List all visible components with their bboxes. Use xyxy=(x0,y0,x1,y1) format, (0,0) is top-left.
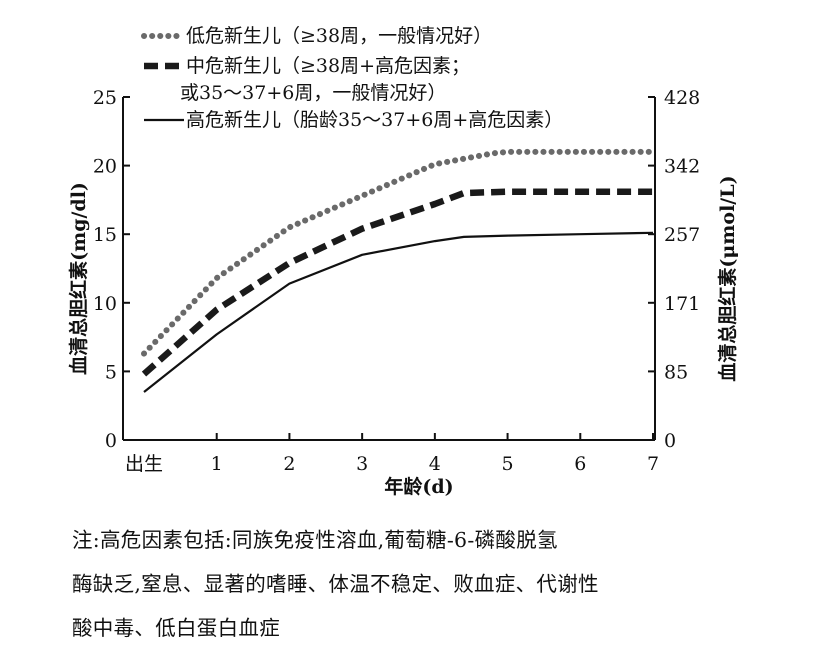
legend-label-2: 中危新生儿（≥38周+高危因素；或35～37+6周，一般情况好） xyxy=(180,55,470,104)
y-axis-title-left: 血清总胆红素(mg/dl) xyxy=(67,182,90,375)
x-tick-label: 4 xyxy=(429,453,441,475)
y-tick-label-right: 257 xyxy=(664,224,700,246)
footnote-line-3: 酸中毒、低白蛋白血症 xyxy=(72,616,280,640)
x-tick-label: 3 xyxy=(356,453,368,475)
x-tick-label: 7 xyxy=(647,453,659,475)
footnote: 注:高危因素包括:同族免疫性溶血,葡萄糖-6-磷酸脱氢 酶缺乏,窒息、显著的嗜睡… xyxy=(72,518,762,650)
y-tick-label-right: 342 xyxy=(664,156,700,178)
x-tick-label: 2 xyxy=(283,453,295,475)
footnote-line-2: 酶缺乏,窒息、显著的嗜睡、体温不稳定、败血症、代谢性 xyxy=(72,572,599,596)
y-tick-label-left: 5 xyxy=(105,361,117,383)
legend-label-1: 低危新生儿（≥38周，一般情况好） xyxy=(186,25,492,47)
series-line-2 xyxy=(141,188,653,377)
x-tick-label: 出生 xyxy=(125,453,163,475)
y-tick-label-right: 171 xyxy=(664,293,700,315)
legend-label-3: 高危新生儿（胎龄35～37+6周+高危因素） xyxy=(186,109,563,131)
bilirubin-line-chart: 0 5 10 15 20 25 0 85 171 257 342 428 出生 1 2 3 4 5 6 7 年龄(d) 血… xyxy=(67,25,739,498)
y-tick-label-left: 10 xyxy=(93,293,117,315)
series-line-3 xyxy=(143,231,654,393)
y-tick-label-right: 0 xyxy=(664,430,676,452)
y-tick-label-right: 428 xyxy=(664,87,700,109)
y-axis-title-right: 血清总胆红素(μmol/L) xyxy=(716,175,739,381)
chart: 0 5 10 15 20 25 0 85 171 257 342 428 出生 1 2 3 4 5 6 7 年龄(d) 血… xyxy=(67,25,739,498)
y-tick-label-left: 25 xyxy=(93,87,117,109)
x-tick-label: 6 xyxy=(574,453,586,475)
x-tick-label: 1 xyxy=(211,453,223,475)
y-tick-label-left: 0 xyxy=(105,430,117,452)
footnote-line-1: 注:高危因素包括:同族免疫性溶血,葡萄糖-6-磷酸脱氢 xyxy=(72,528,558,552)
y-tick-label-left: 15 xyxy=(93,224,117,246)
x-axis-title: 年龄(d) xyxy=(384,475,453,498)
y-tick-label-left: 20 xyxy=(93,156,117,178)
series-line-1 xyxy=(141,148,656,357)
y-tick-label-right: 85 xyxy=(664,361,688,383)
x-tick-label: 5 xyxy=(502,453,514,475)
